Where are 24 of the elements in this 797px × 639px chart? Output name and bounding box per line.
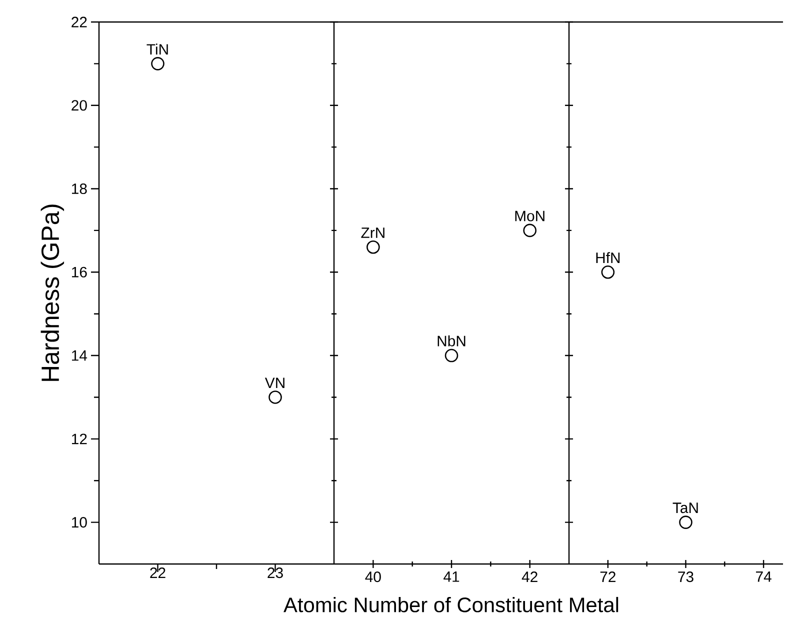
- x-axis-title: Atomic Number of Constituent Metal: [284, 596, 618, 612]
- y-tick-label: 18: [72, 183, 87, 194]
- x-tick-label: 73: [678, 572, 694, 582]
- x-tick-label: 40: [365, 572, 381, 582]
- x-tick-label: 74: [756, 572, 772, 582]
- annotation: MoN: [515, 210, 544, 222]
- x-tick-label: 23: [268, 568, 283, 578]
- x-tick-label: 42: [522, 572, 538, 582]
- y-tick-label: 16: [72, 266, 87, 278]
- x-tick-label: 22: [150, 568, 166, 578]
- y-tick-label: 12: [72, 434, 87, 444]
- annotation: NbN: [438, 335, 466, 346]
- annotation: VN: [264, 378, 284, 388]
- annotation: TaN: [672, 502, 698, 514]
- y-tick-label: 14: [72, 350, 88, 361]
- x-tick-label: 72: [600, 572, 616, 582]
- annotation: HfN: [596, 252, 620, 263]
- y-tick-label: 10: [72, 517, 87, 528]
- annotation: TiN: [146, 44, 168, 54]
- x-tick-label: 41: [444, 572, 460, 582]
- y-tick-label: 20: [72, 100, 87, 111]
- y-axis-title: Hardness (GPa): [40, 204, 64, 381]
- y-tick-label: 22: [72, 16, 87, 28]
- annotation: ZrN: [361, 228, 384, 238]
